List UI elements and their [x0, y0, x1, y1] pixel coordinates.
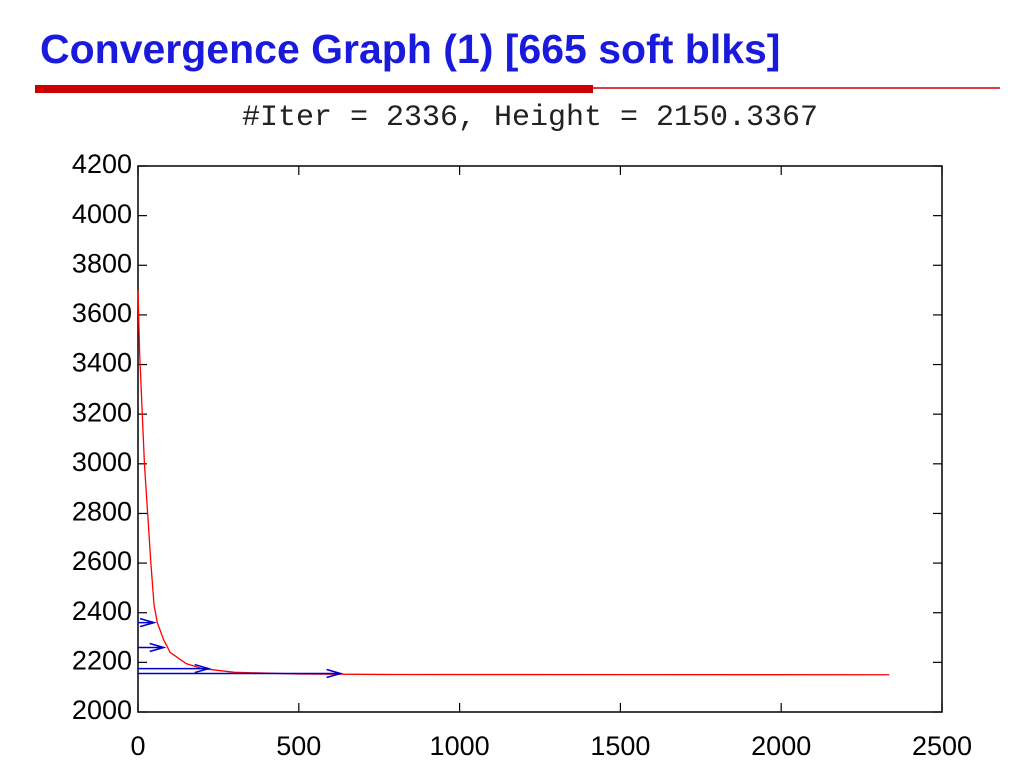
y-tick-label: 3600 [72, 298, 132, 328]
arrow [138, 642, 167, 653]
arrow [138, 617, 157, 628]
series-line [137, 290, 890, 676]
plot-frame [137, 165, 943, 713]
arrow [138, 668, 344, 679]
y-tick-label: 4000 [72, 199, 132, 229]
slide-title: Convergence Graph (1) [665 soft blks] [40, 26, 780, 72]
x-tick-label: 2000 [751, 731, 811, 761]
x-tick-label: 0 [130, 731, 145, 761]
y-tick-label: 4200 [72, 149, 132, 179]
y-tick-label: 2600 [72, 546, 132, 576]
y-tick-label: 2200 [72, 645, 132, 675]
y-tick-label: 2000 [72, 695, 132, 725]
x-tick-label: 2500 [912, 731, 972, 761]
x-tick-label: 1500 [590, 731, 650, 761]
arrow [138, 663, 212, 674]
y-tick-label: 3400 [72, 348, 132, 378]
y-tick-label: 2400 [72, 596, 132, 626]
x-tick-label: 500 [276, 731, 321, 761]
y-tick-label: 3200 [72, 397, 132, 427]
y-tick-label: 2800 [72, 497, 132, 527]
y-tick-label: 3000 [72, 447, 132, 477]
chart-title: #Iter = 2336, Height = 2150.3367 [242, 101, 818, 135]
x-tick-label: 1000 [430, 731, 490, 761]
y-tick-label: 3800 [72, 248, 132, 278]
title-underline [35, 85, 593, 93]
